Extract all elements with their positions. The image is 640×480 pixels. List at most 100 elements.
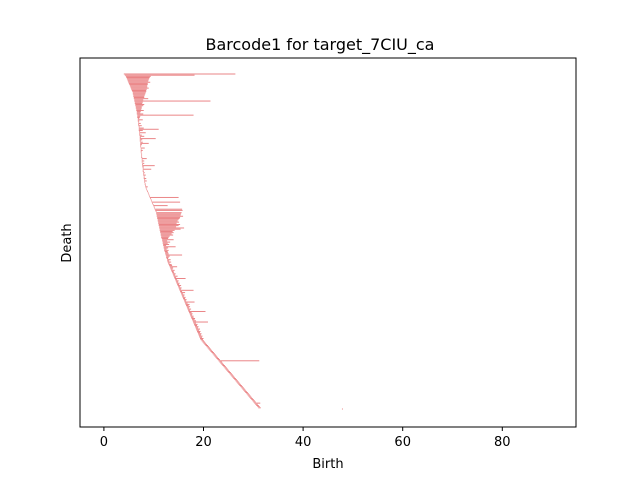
barcode-bar [180,292,186,294]
barcode-bar [140,142,149,144]
barcode-bar [149,196,179,198]
barcode-bar [232,376,235,378]
barcode-bar [186,305,189,307]
barcode-bar [251,399,254,401]
barcode-bar [189,312,192,314]
barcode-bar [146,189,148,191]
barcode-bar [243,389,246,391]
barcode-bar [131,88,147,90]
barcode-bar [208,348,211,350]
barcode-bar [141,159,143,161]
barcode-bar [158,224,181,225]
barcode-bar [202,341,205,343]
barcode-bar [125,75,151,77]
barcode-bar [142,164,144,165]
barcode-bar [255,403,258,405]
barcode-bar [196,328,201,330]
barcode-bar [124,74,195,76]
barcode-bar [248,395,251,397]
barcode-bar [140,146,142,148]
barcode-bar [165,252,169,254]
barcode-bar [194,323,198,325]
barcode-bar [174,276,177,278]
barcode-bar [235,380,238,382]
barcode-bar [188,309,191,311]
barcode-bar [241,387,244,389]
barcode-bar [139,133,141,135]
barcode-bar [199,335,203,337]
barcode-bar [212,353,215,355]
barcode-bar [132,92,146,94]
barcode-bar [139,139,143,141]
chart-title: Barcode1 for target_7CIU_ca [206,35,435,55]
barcode-bar [184,301,195,303]
barcode-bar [136,112,141,114]
barcode-bar [144,181,146,183]
barcode-bar [140,144,142,145]
barcode-bar [256,405,259,406]
barcode-bar [159,229,175,231]
barcode-bar [227,370,230,372]
barcode-bar [186,306,191,308]
barcode-bar [237,382,240,384]
barcode-bar [253,401,256,403]
barcode-bar [175,280,179,282]
barcode-bar [217,359,220,361]
barcode-bar [138,127,144,129]
barcode-bar [135,105,144,107]
barcode-bar [176,281,179,283]
barcode-bar [130,86,148,88]
barcode-bar [142,166,144,168]
barcode-bar [138,124,140,125]
barcode-bar [164,249,169,251]
barcode-bar [206,346,209,348]
barcode-bar [143,175,145,177]
barcode-bar [138,128,159,130]
barcode-bar [163,243,170,245]
barcode-bar [137,117,140,118]
barcode-bar [250,397,253,399]
barcode-bar [234,379,237,381]
barcode-bar [143,176,145,178]
barcode-bar [129,85,148,87]
barcode-bar [136,111,141,113]
barcode-bar [138,122,141,124]
barcode-bar [210,350,213,352]
plot-area-frame [79,57,577,428]
barcode-bar [143,178,147,180]
barcode-bar [148,194,150,196]
barcode-bar [254,402,261,404]
barcode-bar [137,119,143,121]
barcode-bar [180,291,183,292]
barcode-bar [195,327,199,329]
barcode-bar [132,91,147,93]
barcode-bar [220,362,223,364]
barcode-bar [128,81,151,83]
barcode-bar [135,104,145,106]
barcode-bar [164,248,167,250]
barcode-bar [141,157,143,158]
barcode-bar [140,147,145,149]
barcode-bar [130,87,149,89]
barcode-bar [126,77,150,78]
barcode-bar [190,315,194,317]
barcode-bar [143,172,145,174]
barcode-bar [165,253,169,255]
barcode-bar [247,394,250,396]
barcode-bar [137,120,140,122]
barcode-bar [160,233,172,235]
barcode-bar [157,219,179,221]
barcode-bar [133,98,149,100]
barcode-bar [201,340,204,342]
barcode-bar [126,78,150,80]
barcode-bar [156,212,182,214]
barcode-bar [184,300,187,302]
barcode-bar [156,214,181,216]
barcode-bar [135,107,142,109]
barcode-bar [228,372,231,374]
barcode-bar [140,141,143,143]
barcode-bar [141,155,143,157]
barcode-bar [151,200,153,202]
barcode-bar [161,238,169,240]
barcode-bar [162,240,168,242]
